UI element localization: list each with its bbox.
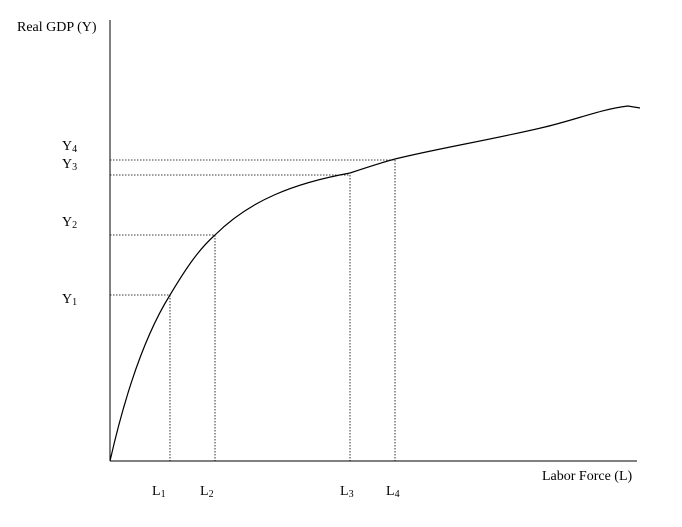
x-axis-label: Labor Force (L) bbox=[542, 469, 633, 484]
guide-l4-y4 bbox=[110, 159, 396, 461]
y-tick-label-2: Y2 bbox=[62, 215, 78, 231]
guide-l3-y3 bbox=[110, 174, 351, 461]
y-tick-label-3: Y3 bbox=[62, 157, 78, 173]
y-tick-label-1: Y1 bbox=[62, 292, 78, 308]
x-tick-label-2: L2 bbox=[200, 484, 214, 500]
guide-l2-y2 bbox=[110, 234, 216, 461]
x-tick-label-3: L3 bbox=[340, 484, 354, 500]
guide-lines bbox=[110, 159, 396, 461]
x-tick-label-4: L4 bbox=[386, 484, 400, 500]
y-tick-label-4: Y4 bbox=[62, 139, 78, 155]
x-tick-label-1: L1 bbox=[152, 484, 166, 500]
production-curve bbox=[109, 105, 641, 462]
y-axis-label: Real GDP (Y) bbox=[17, 20, 97, 35]
guide-l1-y1 bbox=[110, 294, 171, 461]
